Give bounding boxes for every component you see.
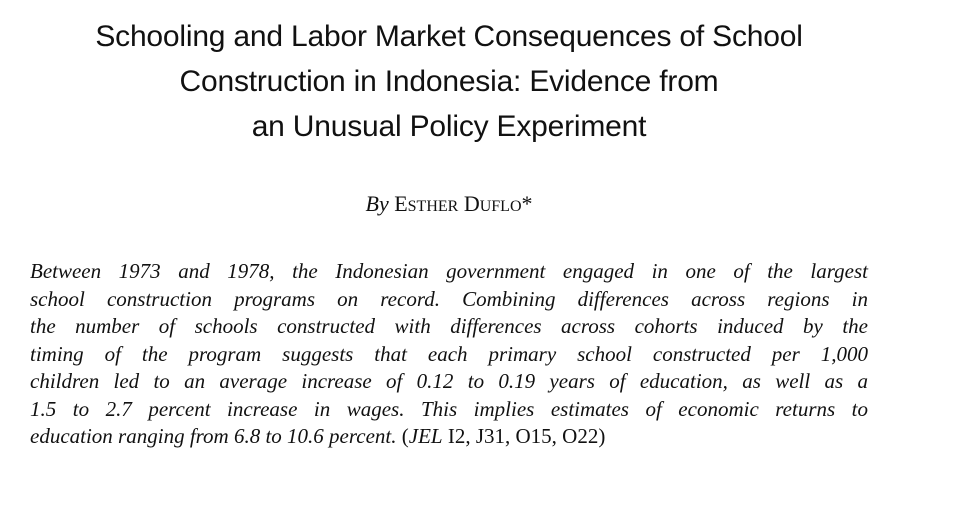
abstract-line-6: 1.5 to 2.7 percent increase in wages. Th…: [30, 396, 868, 421]
abstract: Between 1973 and 1978, the Indonesian go…: [30, 258, 868, 451]
author-first-rest: STHER: [407, 198, 459, 215]
author-byline: By ESTHER DUFLO*: [0, 189, 898, 222]
abstract-line-7: education ranging from 6.8 to 10.6 perce…: [30, 423, 868, 451]
title-line-1: Schooling and Labor Market Consequences …: [95, 20, 803, 53]
abstract-line-3: the number of schools constructed with d…: [30, 314, 868, 338]
author-name: ESTHER DUFLO*: [394, 191, 532, 216]
jel-label: JEL: [408, 424, 443, 448]
author-footnote-mark: *: [521, 191, 533, 216]
author-first-initial: E: [394, 191, 408, 216]
author-last-rest: UFLO: [479, 198, 522, 215]
abstract-line-4: timing of the program suggests that each…: [30, 341, 868, 366]
title-line-3: an Unusual Policy Experiment: [251, 110, 647, 143]
author-last-initial: D: [463, 191, 480, 216]
abstract-line-5: children led to an average increase of 0…: [30, 369, 868, 393]
abstract-line-2: school construction programs on record. …: [30, 286, 868, 311]
abstract-line-1: Between 1973 and 1978, the Indonesian go…: [30, 259, 868, 283]
jel-codes: I2, J31, O15, O22): [442, 424, 606, 448]
abstract-last-text: education ranging from 6.8 to 10.6 perce…: [30, 424, 397, 448]
jel-open-paren: (: [396, 424, 409, 448]
title-line-2: Construction in Indonesia: Evidence from: [179, 65, 719, 98]
byline-by: By: [365, 191, 389, 216]
paper-title: Schooling and Labor Market Consequences …: [0, 14, 898, 149]
